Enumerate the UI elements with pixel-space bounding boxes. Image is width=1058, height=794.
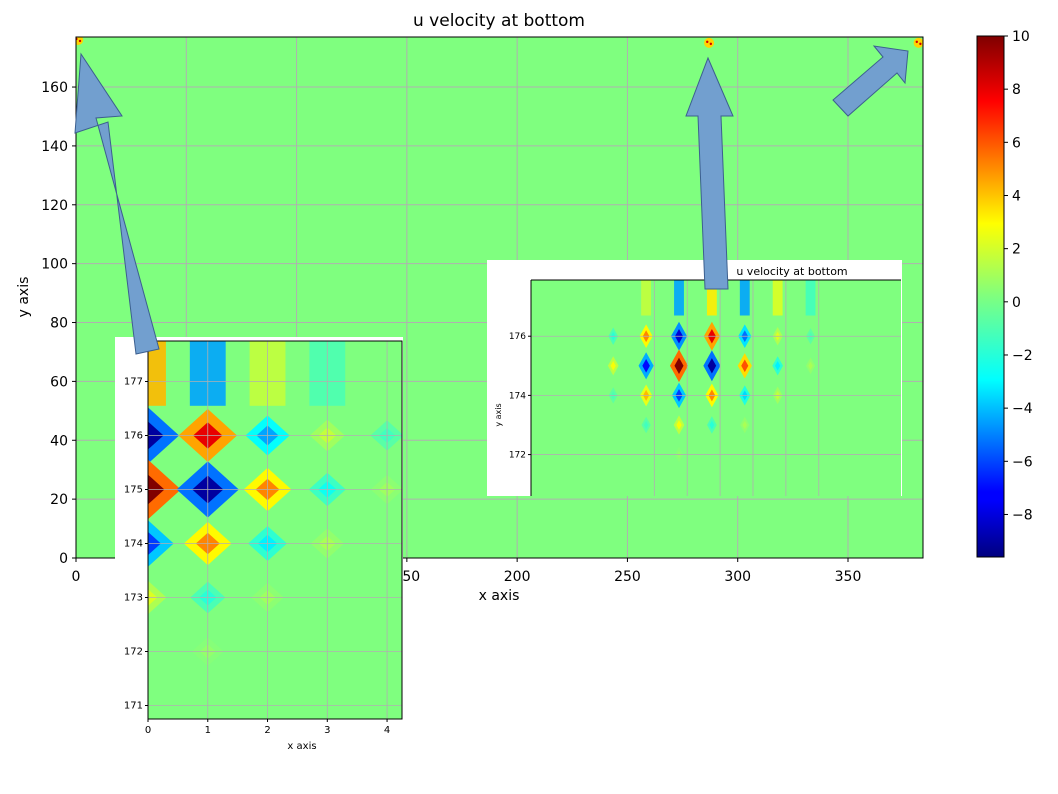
insetR-cell (742, 420, 748, 430)
arrow-to-middle-hotspot (685, 56, 734, 290)
colorbar-tick-label: 0 (1012, 295, 1021, 311)
main-y-tick-label: 140 (41, 139, 68, 155)
insetL-x-tick-label: 0 (145, 725, 151, 736)
colorbar-tick-label: 2 (1012, 242, 1021, 258)
main-hotspot (704, 37, 715, 48)
insetL-y-tick-label: 177 (124, 377, 143, 388)
insetR-cell (676, 420, 682, 430)
inset-right: 172 174 176 u velocity at bottom y axis (487, 260, 902, 496)
arrow-to-left-hotspot (74, 52, 160, 355)
insetR-y-tick-label: 172 (509, 451, 526, 461)
main-y-tick-label: 60 (50, 374, 68, 390)
insetR-stripe (772, 280, 783, 316)
insetR-cell (741, 359, 749, 373)
colorbar-tick-label: 4 (1012, 188, 1021, 204)
colorbar-tick-label: 8 (1012, 82, 1021, 98)
colorbar-tick-label: −2 (1012, 348, 1033, 364)
main-hotspot-dot (706, 40, 709, 44)
inset-right-title: u velocity at bottom (736, 265, 847, 278)
insetR-stripe (739, 280, 750, 316)
insetL-y-tick-label: 176 (124, 431, 143, 442)
insetL-x-tick-label: 4 (384, 725, 390, 736)
inset-right-y-axis-label: y axis (494, 403, 503, 426)
insetR-stripe (805, 280, 816, 316)
main-y-tick-label: 120 (41, 198, 68, 214)
inset-left-grid (148, 341, 402, 719)
insetL-x-tick-label: 2 (264, 725, 270, 736)
main-x-tick-label: 300 (724, 569, 751, 585)
main-y-tick-label: 80 (50, 316, 68, 332)
insetL-y-tick-label: 175 (124, 485, 143, 496)
insetR-cell (642, 359, 650, 373)
main-y-tick-label: 0 (59, 551, 68, 567)
inset-right-grid (531, 280, 901, 496)
inset-right-plot-background (531, 280, 901, 496)
inset-left-frame (147, 340, 403, 720)
insetL-x-tick-label: 3 (324, 725, 330, 736)
colorbar-tick-label: −4 (1012, 401, 1033, 417)
colorbar: 10 8 6 4 2 0 −2 −4 −6 −8 (976, 29, 1033, 558)
inset-left-y-ticks: 171 172 173 174 175 176 177 (124, 377, 148, 712)
insetR-stripe (706, 280, 717, 316)
main-y-ticks: 0 20 40 60 80 100 120 140 160 (41, 80, 76, 567)
insetL-y-tick-label: 173 (124, 593, 143, 604)
insetL-y-tick-label: 174 (124, 539, 143, 550)
insetR-cell (674, 357, 684, 374)
insetR-stripe (674, 280, 684, 316)
inset-right-stripes (641, 280, 816, 316)
insetL-y-tick-label: 172 (124, 647, 143, 658)
main-title: u velocity at bottom (413, 11, 585, 31)
arrows (74, 45, 909, 355)
main-x-tick-label: 0 (72, 569, 81, 585)
colorbar-tick-label: −8 (1012, 507, 1033, 523)
insetR-cell (808, 361, 813, 370)
insetR-cell (709, 420, 715, 430)
insetL-x-tick-label: 1 (205, 725, 211, 736)
main-hotspot (913, 37, 923, 48)
main-hotspot-dot (78, 39, 82, 43)
inset-left-x-ticks: 0 1 2 3 4 (145, 719, 390, 736)
main-x-axis-label: x axis (479, 588, 520, 604)
arrow-to-right-hotspot (832, 45, 909, 117)
insetR-y-tick-label: 176 (509, 332, 526, 342)
insetR-cell (774, 361, 781, 371)
insetR-cell (643, 420, 649, 430)
insetL-stripe (148, 341, 166, 406)
colorbar-tick-label: 10 (1012, 29, 1030, 45)
insetL-y-tick-label: 171 (124, 701, 143, 712)
main-hotspot-dot (709, 42, 713, 46)
main-y-axis-label: y axis (16, 277, 32, 318)
main-y-tick-label: 100 (41, 257, 68, 273)
main-hotspot (76, 37, 84, 45)
insetR-stripe (641, 280, 652, 316)
insetR-cell (610, 361, 616, 371)
main-hotspot-dot (915, 40, 918, 44)
inset-left: 0 1 2 3 4 171 172 173 174 175 176 177 x axis (115, 337, 403, 757)
main-x-tick-label: 350 (835, 569, 862, 585)
main-hotspots (76, 37, 923, 48)
main-y-tick-label: 20 (50, 492, 68, 508)
main-y-tick-label: 160 (41, 80, 68, 96)
colorbar-tick-label: 6 (1012, 135, 1021, 151)
insetR-y-tick-label: 174 (509, 391, 526, 401)
main-x-tick-label: 250 (614, 569, 641, 585)
colorbar-tick-label: −6 (1012, 454, 1033, 470)
colorbar-ticks: 10 8 6 4 2 0 −2 −4 −6 −8 (1004, 29, 1033, 523)
inset-left-x-axis-label: x axis (287, 741, 316, 752)
inset-right-y-ticks: 172 174 176 (509, 332, 531, 461)
colorbar-gradient (976, 35, 1005, 558)
main-y-tick-label: 40 (50, 433, 68, 449)
main-x-tick-label: 200 (504, 569, 531, 585)
main-plot-frame (75, 36, 924, 559)
main-hotspot-dot (919, 42, 922, 46)
insetR-cell (707, 358, 717, 374)
